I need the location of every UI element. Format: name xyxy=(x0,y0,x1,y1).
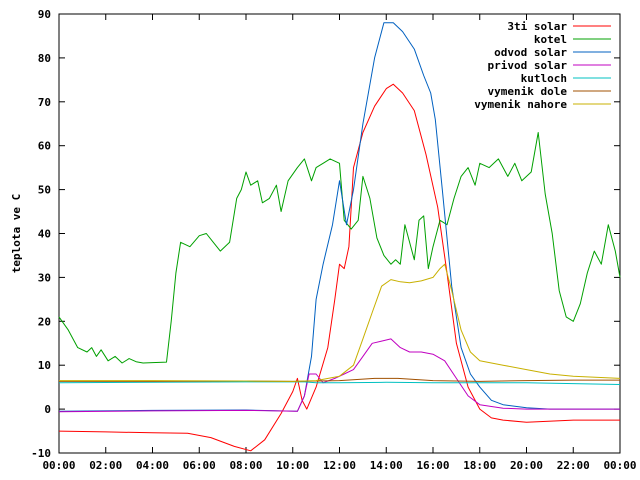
y-tick-label: 90 xyxy=(38,8,51,21)
x-tick-label: 18:00 xyxy=(463,459,496,472)
y-tick-label: -10 xyxy=(31,447,51,460)
series-line-6 xyxy=(59,263,621,382)
x-tick-label: 00:00 xyxy=(42,459,75,472)
legend-label: vymenik dole xyxy=(488,85,568,98)
series-line-2 xyxy=(58,22,620,412)
legend-label: 3ti solar xyxy=(507,20,567,33)
legend-label: odvod solar xyxy=(494,46,567,59)
y-tick-label: 0 xyxy=(44,403,51,416)
y-tick-label: 50 xyxy=(38,184,51,197)
legend-label: kutloch xyxy=(521,72,567,85)
x-tick-label: 22:00 xyxy=(557,459,590,472)
x-tick-label: 12:00 xyxy=(323,459,356,472)
series-layer xyxy=(58,22,621,452)
x-tick-label: 00:00 xyxy=(603,459,636,472)
y-tick-label: 10 xyxy=(38,359,51,372)
x-tick-label: 10:00 xyxy=(276,459,309,472)
x-tick-label: 20:00 xyxy=(510,459,543,472)
legend-label: vymenik nahore xyxy=(474,98,567,111)
series-line-4 xyxy=(58,381,621,385)
series-line-0 xyxy=(58,83,620,452)
axes: -10 0 10 20 30 40 50 60 70 80 90 00:00 02:00 04:00 06:… xyxy=(31,8,636,472)
y-tick-label: 20 xyxy=(38,315,51,328)
series-line-3 xyxy=(58,338,620,413)
legend-label: kotel xyxy=(534,33,567,46)
x-tick-label: 04:00 xyxy=(136,459,169,472)
x-tick-label: 02:00 xyxy=(89,459,122,472)
x-tick-label: 06:00 xyxy=(183,459,216,472)
series-line-1 xyxy=(58,132,621,364)
x-tick-label: 16:00 xyxy=(416,459,449,472)
y-axis-title: teplota ve C xyxy=(10,194,23,273)
y-tick-label: 30 xyxy=(38,271,51,284)
y-tick-label: 60 xyxy=(38,140,51,153)
legend-label: privod solar xyxy=(488,59,568,72)
y-tick-label: 80 xyxy=(38,52,51,65)
y-tick-label: 70 xyxy=(38,96,51,109)
x-tick-label: 14:00 xyxy=(370,459,403,472)
y-tick-label: 40 xyxy=(38,228,51,241)
x-tick-label: 08:00 xyxy=(229,459,262,472)
